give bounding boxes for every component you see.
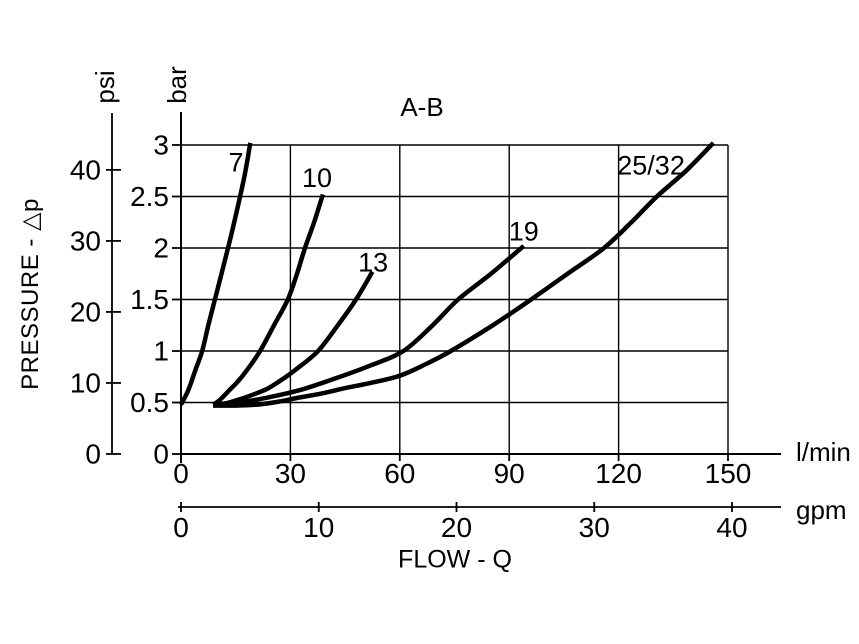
lmin-tick-label: 90	[494, 458, 525, 489]
lmin-tick-label: 150	[705, 458, 752, 489]
psi-tick-label: 40	[70, 154, 101, 185]
curve-7	[178, 142, 253, 406]
bar-tick-label: 0.5	[130, 387, 169, 418]
lmin-tick-label: 0	[173, 458, 189, 489]
y-axis-title: PRESSURE - △p	[17, 198, 44, 390]
psi-tick-label: 0	[85, 439, 101, 470]
curve-25-32	[213, 141, 716, 408]
bar-tick-label: 2	[153, 233, 169, 264]
bar-tick-label: 0	[153, 439, 169, 470]
bar-tick-label: 1.5	[130, 284, 169, 315]
curve-label-25-32: 25/32	[617, 151, 685, 181]
gpm-axis-unit-label: gpm	[796, 495, 847, 525]
psi-tick-label: 10	[70, 367, 101, 398]
x-axis-title: FLOW - Q	[398, 545, 512, 574]
lmin-tick-label: 120	[595, 458, 642, 489]
lmin-axis-unit-label: l/min	[796, 437, 851, 467]
gpm-tick-label: 40	[716, 512, 747, 543]
curve-label-13: 13	[358, 247, 388, 277]
lmin-tick-label: 30	[275, 458, 306, 489]
psi-tick-label: 20	[70, 296, 101, 327]
bar-tick-label: 3	[153, 130, 169, 161]
gpm-tick-label: 20	[441, 512, 472, 543]
bar-tick-label: 1	[153, 336, 169, 367]
gpm-tick-label: 10	[303, 512, 334, 543]
gpm-tick-label: 30	[579, 512, 610, 543]
chart-title: A-B	[400, 92, 444, 122]
lmin-tick-label: 60	[384, 458, 415, 489]
bar-tick-label: 2.5	[130, 181, 169, 212]
curve-label-19: 19	[509, 217, 539, 247]
psi-tick-label: 30	[70, 225, 101, 256]
gpm-tick-label: 0	[173, 512, 189, 543]
curve-10	[211, 193, 326, 407]
bar-axis-unit-label: bar	[162, 66, 192, 104]
psi-axis-unit-label: psi	[90, 70, 120, 104]
curve-label-10: 10	[302, 163, 332, 193]
curve-19	[212, 244, 526, 407]
curve-label-7: 7	[229, 148, 244, 178]
